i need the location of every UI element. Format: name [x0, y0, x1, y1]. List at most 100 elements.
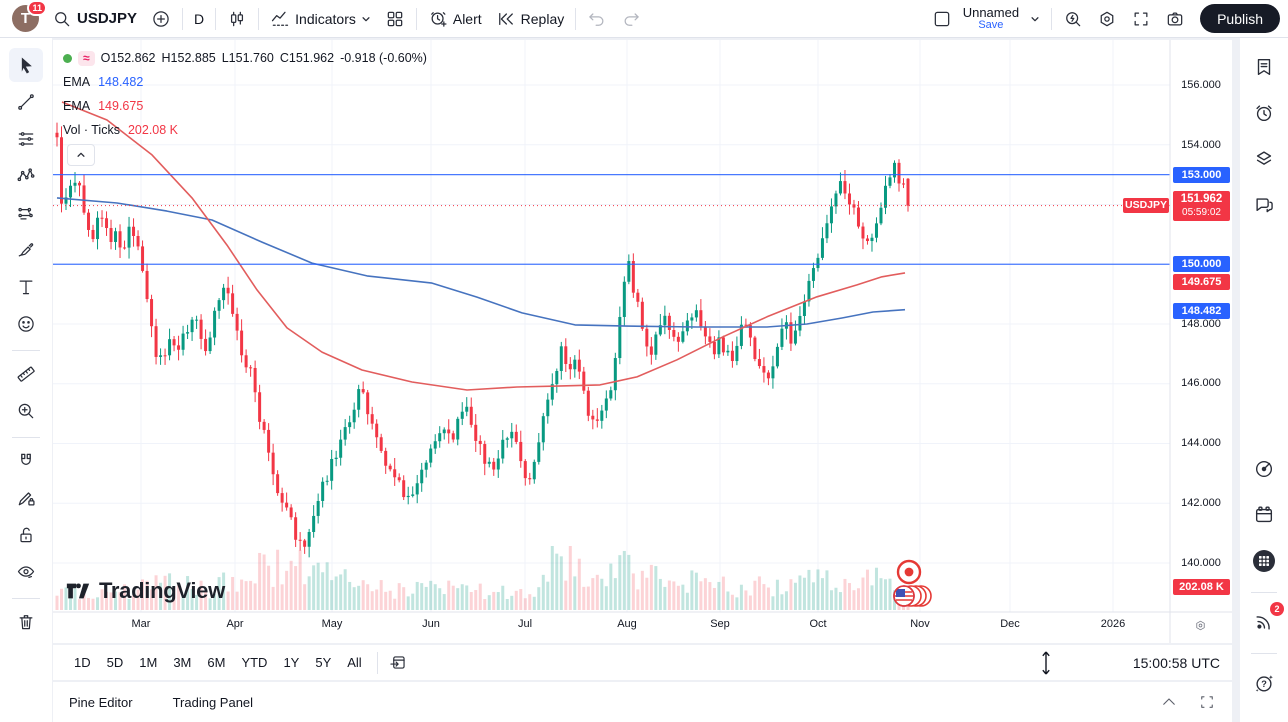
hotlists-button[interactable] [1247, 452, 1281, 486]
brush-tool-button[interactable] [9, 233, 43, 267]
layout-name-block[interactable]: Unnamed Save [959, 6, 1023, 32]
symbol-legend-row[interactable]: ≈ O152.862 H152.885 L151.760 C151.962 -0… [63, 46, 427, 70]
layout-select-button[interactable] [925, 5, 959, 33]
gear-icon [1100, 11, 1114, 26]
layout-menu-caret[interactable] [1023, 5, 1047, 33]
interval-button[interactable]: D [187, 5, 211, 33]
undo-button[interactable] [580, 5, 614, 33]
alerts-panel-button[interactable] [1247, 96, 1281, 130]
maximize-panel-icon[interactable] [1198, 693, 1216, 711]
compare-add-button[interactable] [144, 5, 178, 33]
alert-clock-icon [430, 11, 447, 27]
quick-search-button[interactable] [1056, 5, 1090, 33]
go-to-date-icon [390, 656, 405, 669]
range-5d-button[interactable]: 5D [106, 654, 124, 670]
ohlc-close: C151.962 [279, 51, 335, 65]
range-1y-button[interactable]: 1Y [283, 654, 300, 670]
range-1d-button[interactable]: 1D [74, 654, 91, 670]
streams-count-badge: 2 [1270, 602, 1284, 616]
remove-drawings-button[interactable] [9, 605, 43, 639]
axis-settings-button[interactable] [1194, 619, 1207, 632]
time-axis-label: Apr [226, 618, 244, 630]
ohlc-low: L151.760 [221, 51, 274, 65]
settings-button[interactable] [1090, 5, 1124, 33]
trend-line-tool-button[interactable] [9, 85, 43, 119]
time-axis-label: 2026 [1100, 618, 1126, 630]
streams-button[interactable]: 2 [1247, 602, 1284, 639]
alert-button[interactable]: Alert [421, 5, 489, 33]
indicators-button[interactable]: Indicators [263, 5, 378, 33]
range-3m-button[interactable]: 3M [173, 654, 192, 670]
volume-legend-row[interactable]: Vol · Ticks 202.08 K [63, 118, 427, 142]
chart-canvas[interactable] [53, 40, 1232, 643]
chart-style-button[interactable] [220, 5, 254, 33]
last-price-label[interactable]: 151.962 05:59:02 [1173, 191, 1230, 221]
go-to-date-button[interactable] [382, 649, 415, 677]
projection-tool-button[interactable] [9, 196, 43, 230]
price-axis-label: 148.000 [1181, 318, 1221, 330]
user-avatar[interactable]: T 11 [12, 0, 47, 32]
measure-tool-button[interactable] [9, 357, 43, 391]
tradingview-watermark[interactable]: TradingView [65, 578, 225, 604]
price-axis-label: 154.000 [1181, 139, 1221, 151]
japan-event-icon [896, 559, 922, 585]
price-level-label: 202.08 K [1173, 579, 1230, 595]
price-level-label: 153.000 [1173, 167, 1230, 183]
help-button[interactable]: ? [1247, 666, 1281, 700]
timezone-clock[interactable]: 15:00:58 UTC [1132, 654, 1220, 671]
range-5y-button[interactable]: 5Y [315, 654, 332, 670]
chat-bubbles-icon [1256, 198, 1273, 213]
fib-tool-button[interactable] [9, 122, 43, 156]
zoom-in-tool-button[interactable] [9, 394, 43, 428]
lock-open-icon [20, 527, 32, 543]
replay-button[interactable]: Replay [489, 5, 572, 33]
lock-drawings-button[interactable] [9, 518, 43, 552]
avatar-letter: T [20, 10, 31, 27]
watchlist-icon [1257, 58, 1271, 76]
legend-collapse-button[interactable] [67, 144, 95, 166]
chats-button[interactable] [1247, 188, 1281, 222]
range-all-button[interactable]: All [347, 654, 362, 670]
snapshot-button[interactable] [1158, 5, 1192, 33]
economic-event-badges[interactable] [887, 558, 933, 610]
save-layout-link[interactable]: Save [978, 18, 1004, 31]
range-6m-button[interactable]: 6M [207, 654, 226, 670]
tab-pine-editor[interactable]: Pine Editor [69, 694, 133, 710]
open-panel-chevron-icon[interactable] [1160, 693, 1178, 711]
range-1m-button[interactable]: 1M [139, 654, 158, 670]
pattern-tool-button[interactable] [9, 159, 43, 193]
zoom-in-icon [18, 403, 34, 419]
resize-cursor [1042, 651, 1050, 675]
synthetic-data-badge[interactable]: ≈ [78, 50, 95, 66]
redo-button[interactable] [614, 5, 648, 33]
us-events-stack-icon [893, 585, 932, 607]
range-ytd-button[interactable]: YTD [241, 654, 268, 670]
ema-legend-row[interactable]: EMA 148.482 [63, 70, 427, 94]
indicator-templates-button[interactable] [378, 5, 412, 33]
divider [1251, 653, 1277, 654]
feature-hub-button[interactable] [1247, 544, 1281, 578]
fullscreen-button[interactable] [1124, 5, 1158, 33]
ema-legend-row[interactable]: EMA 149.675 [63, 94, 427, 118]
indicator-label: Vol · Ticks [63, 123, 120, 137]
emoji-tool-button[interactable] [9, 307, 43, 341]
text-tool-button[interactable] [9, 270, 43, 304]
divider [182, 7, 184, 30]
magnet-mode-button[interactable] [9, 444, 43, 478]
watchlist-button[interactable] [1247, 50, 1281, 84]
indicator-value: 148.482 [98, 75, 144, 89]
publish-button[interactable]: Publish [1200, 4, 1280, 33]
drawing-mode-lock-button[interactable] [9, 481, 43, 515]
calendar-button[interactable] [1247, 498, 1281, 532]
symbol-search-button[interactable]: USDJPY [45, 5, 144, 33]
object-tree-button[interactable] [1247, 142, 1281, 176]
cursor-tool-button[interactable] [9, 48, 43, 82]
tab-trading-panel[interactable]: Trading Panel [172, 694, 254, 710]
bar-countdown: 05:59:02 [1182, 207, 1221, 218]
price-level-label: 148.482 [1173, 303, 1230, 319]
fullscreen-icon [1134, 12, 1148, 25]
alarm-clock-icon [1256, 105, 1272, 122]
chart-area[interactable]: Mar Apr May Jun Jul Aug Sep Oct Nov Dec 2026 156.0… [53, 40, 1232, 643]
broadcast-icon [1256, 616, 1270, 630]
hide-drawings-button[interactable] [9, 555, 43, 589]
